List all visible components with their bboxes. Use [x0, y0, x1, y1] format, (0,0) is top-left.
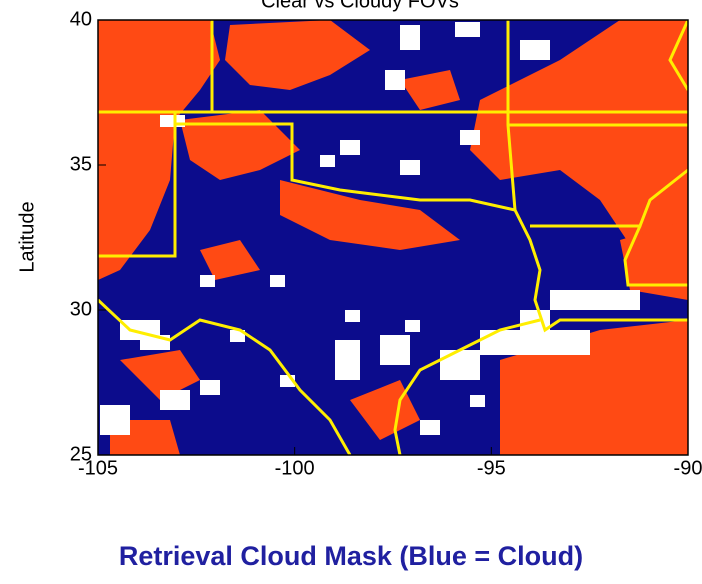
figure: Clear vs Cloudy FOVs [0, 0, 702, 584]
caption: Retrieval Cloud Mask (Blue = Cloud) [119, 541, 583, 571]
x-tick-label: -95 [477, 457, 506, 479]
x-tick-label: -90 [674, 457, 702, 479]
x-tick-label: -100 [275, 457, 315, 479]
y-tick-label: 35 [70, 153, 92, 175]
y-axis-label: Latitude [16, 201, 38, 272]
map-title: Clear vs Cloudy FOVs [261, 0, 459, 12]
y-tick-label: 25 [70, 443, 92, 465]
y-tick-label: 40 [70, 8, 92, 30]
y-tick-label: 30 [70, 298, 92, 320]
map-area [98, 20, 688, 455]
